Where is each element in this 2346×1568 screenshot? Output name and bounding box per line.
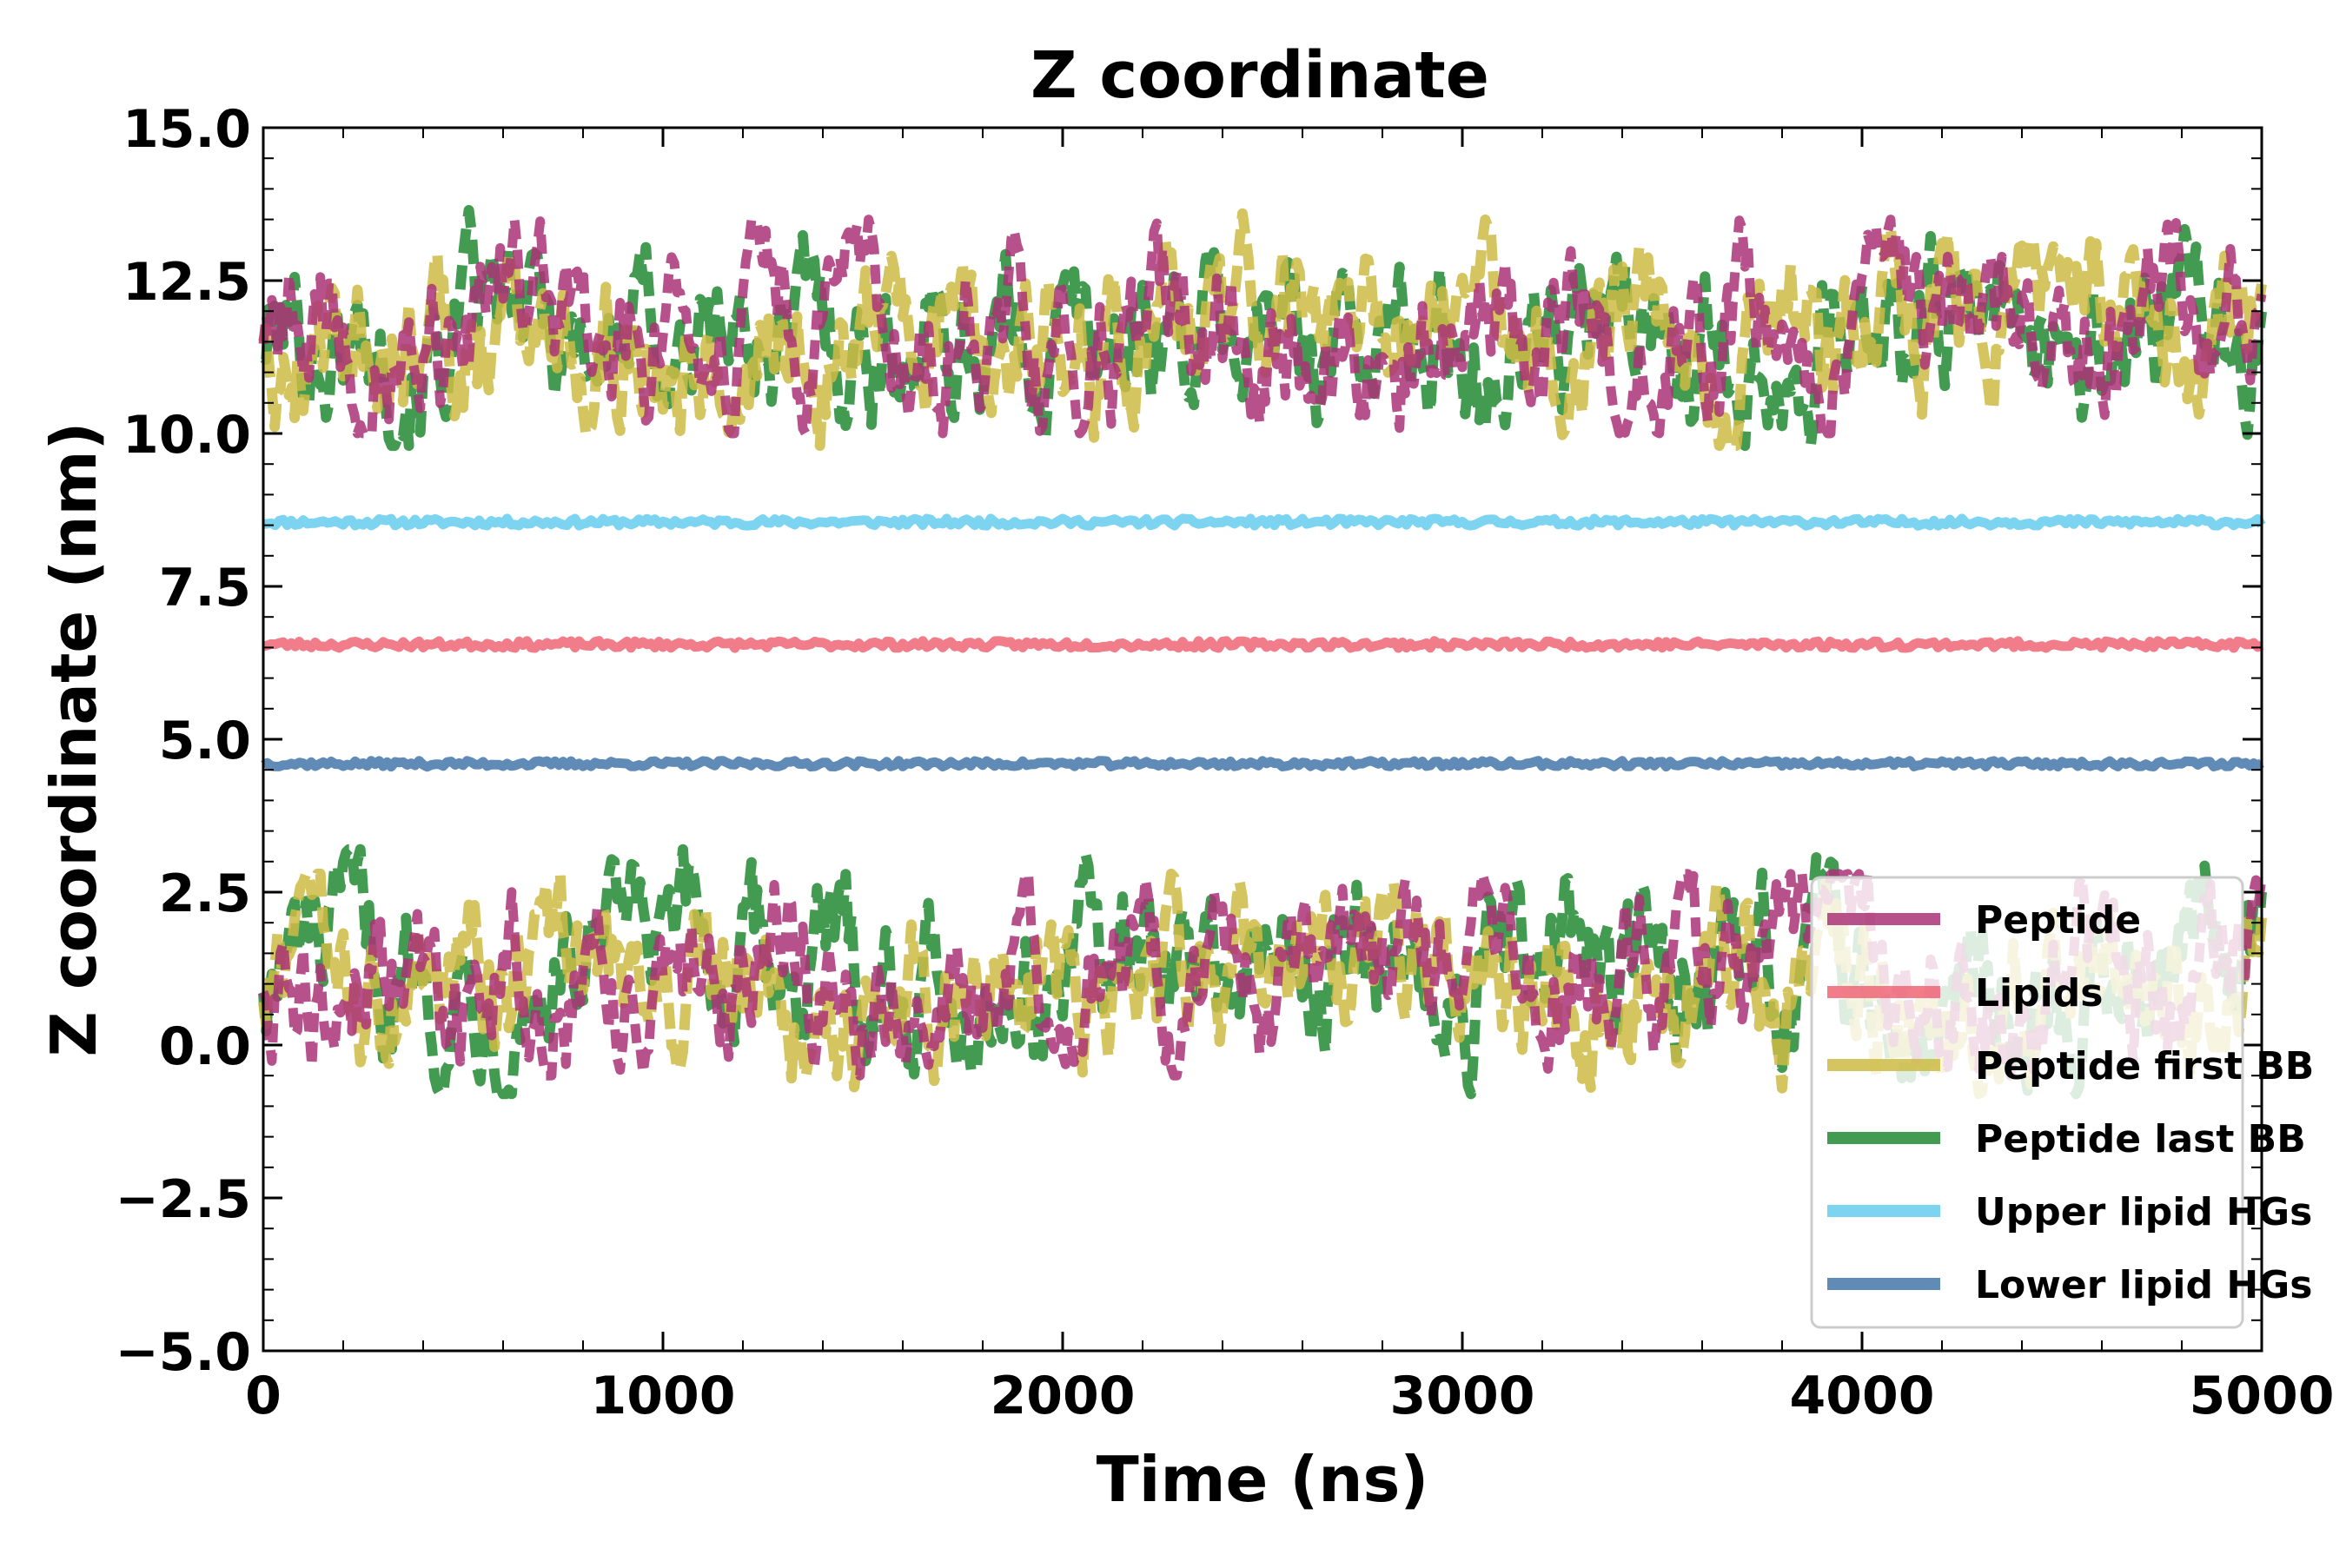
legend-label: Lipids (1975, 971, 2103, 1016)
x-tick-label: 5000 (2190, 1366, 2335, 1426)
x-tick-label: 4000 (1790, 1366, 1935, 1426)
x-tick-label: 3000 (1390, 1366, 1535, 1426)
legend-label: Peptide last BB (1975, 1117, 2306, 1161)
y-axis-label: Z coordinate (nm) (37, 422, 110, 1057)
series-line-lower-lipid-hgs (261, 756, 2264, 772)
series-line-lipids (262, 636, 2264, 653)
series-line-upper-lipid-hgs (262, 513, 2266, 531)
x-axis-label: Time (ns) (1097, 1443, 1429, 1516)
legend-label: Lower lipid HGs (1975, 1263, 2312, 1307)
series-line-peptide-upper (258, 215, 2267, 439)
ticks-layer: 0 1000 2000 3000 4000 5000 −5.0 −2.5 0.0 2.5 5.0 7.… (115, 99, 2334, 1426)
y-tick-label: 10.0 (123, 405, 251, 466)
x-tick-label: 0 (245, 1366, 282, 1426)
legend-label: Upper lipid HGs (1975, 1190, 2312, 1234)
y-tick-label: 2.5 (159, 863, 251, 924)
chart-title: Z coordinate (1031, 38, 1489, 113)
x-tick-label: 1000 (591, 1366, 736, 1426)
y-tick-label: −5.0 (115, 1322, 251, 1383)
legend-box (1810, 876, 2244, 1329)
x-tick-label: 2000 (991, 1366, 1136, 1426)
y-tick-label: 0.0 (159, 1016, 251, 1077)
legend-label: Peptide (1975, 898, 2141, 943)
y-tick-label: 7.5 (159, 558, 251, 619)
y-tick-label: 15.0 (123, 99, 251, 160)
y-tick-label: −2.5 (115, 1169, 251, 1230)
y-tick-label: 5.0 (159, 711, 251, 771)
legend-label: Peptide first BB (1975, 1044, 2314, 1088)
legend: Peptide Lipids Peptide first BB Peptide las… (1810, 876, 2314, 1329)
y-tick-label: 12.5 (123, 252, 251, 313)
